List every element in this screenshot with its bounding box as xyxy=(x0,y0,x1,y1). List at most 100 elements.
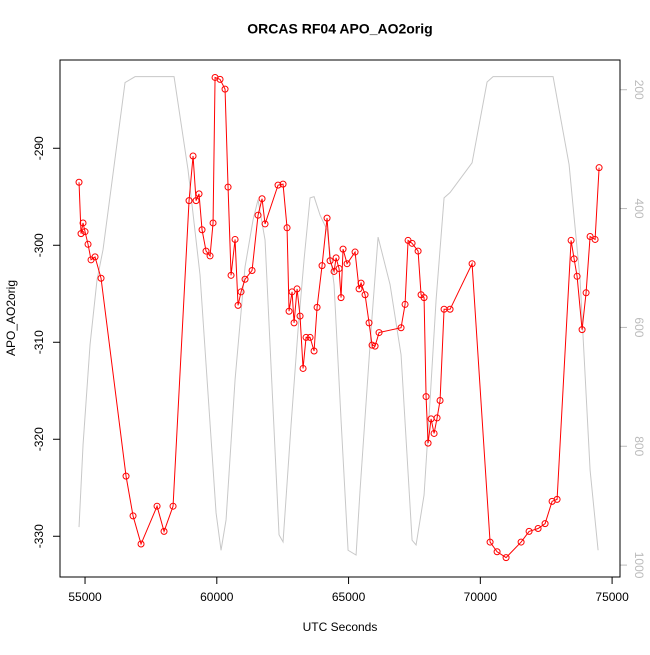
x-tick-label: 60000 xyxy=(200,590,234,604)
point xyxy=(241,275,249,283)
point xyxy=(436,396,444,404)
point xyxy=(486,538,494,546)
point xyxy=(91,253,99,261)
point xyxy=(153,502,161,510)
point xyxy=(160,527,168,535)
plot-frame xyxy=(59,59,621,578)
point xyxy=(302,333,310,341)
point xyxy=(323,214,331,222)
point xyxy=(586,233,594,241)
point xyxy=(310,347,318,355)
point xyxy=(351,248,359,256)
point xyxy=(534,525,542,533)
point xyxy=(290,319,298,327)
y-tick-label: -290 xyxy=(32,136,46,160)
point xyxy=(285,307,293,315)
point xyxy=(578,326,586,334)
point xyxy=(261,220,269,228)
point xyxy=(582,289,590,297)
point xyxy=(237,288,245,296)
point xyxy=(209,219,217,227)
point xyxy=(279,180,287,188)
point xyxy=(371,342,379,350)
y-tick-label: -300 xyxy=(32,233,46,257)
point xyxy=(430,429,438,437)
y2-tick-label: 600 xyxy=(632,317,646,337)
point xyxy=(221,85,229,93)
point xyxy=(368,341,376,349)
point xyxy=(234,301,242,309)
point xyxy=(216,75,224,83)
y-tick-label: -310 xyxy=(32,330,46,354)
y-tick-label: -330 xyxy=(32,524,46,548)
point xyxy=(192,197,200,205)
x-tick-label: 75000 xyxy=(595,590,629,604)
point xyxy=(195,190,203,198)
point xyxy=(137,540,145,548)
y2-tick-label: 200 xyxy=(632,80,646,100)
point xyxy=(433,414,441,422)
point xyxy=(318,262,326,270)
point xyxy=(84,240,92,248)
x-tick-label: 65000 xyxy=(332,590,366,604)
point xyxy=(258,195,266,203)
point xyxy=(335,265,343,273)
point xyxy=(414,247,422,255)
point xyxy=(337,294,345,302)
point xyxy=(541,520,549,528)
point xyxy=(567,236,575,244)
point xyxy=(573,272,581,280)
point xyxy=(77,230,85,238)
point xyxy=(185,197,193,205)
point xyxy=(274,181,282,189)
point xyxy=(468,260,476,268)
point xyxy=(75,178,83,186)
point xyxy=(493,548,501,556)
point xyxy=(248,266,256,274)
point xyxy=(424,439,432,447)
point xyxy=(81,228,89,236)
point xyxy=(313,303,321,311)
point xyxy=(446,305,454,313)
point xyxy=(422,393,430,401)
point xyxy=(339,245,347,253)
point xyxy=(293,285,301,293)
point xyxy=(129,512,137,520)
point xyxy=(198,226,206,234)
line xyxy=(78,76,599,556)
point xyxy=(401,300,409,308)
point xyxy=(202,247,210,255)
y-tick-label: -320 xyxy=(32,427,46,451)
y2-tick-label: 800 xyxy=(632,436,646,456)
point xyxy=(570,255,578,263)
point xyxy=(375,329,383,337)
point xyxy=(296,312,304,320)
point xyxy=(591,235,599,243)
point xyxy=(189,152,197,160)
x-tick-label: 55000 xyxy=(68,590,102,604)
point xyxy=(408,239,416,247)
point xyxy=(397,324,405,332)
point xyxy=(326,257,334,265)
point xyxy=(502,554,510,562)
point xyxy=(361,291,369,299)
point xyxy=(224,183,232,191)
point xyxy=(97,274,105,282)
point xyxy=(79,219,87,227)
point xyxy=(332,254,340,262)
point xyxy=(365,319,373,327)
point xyxy=(299,364,307,372)
point xyxy=(231,235,239,243)
point xyxy=(206,252,214,260)
line xyxy=(78,76,600,559)
point xyxy=(288,288,296,296)
point xyxy=(357,279,365,287)
point xyxy=(227,271,235,279)
point xyxy=(525,527,533,535)
point xyxy=(420,294,428,302)
point xyxy=(254,211,262,219)
point xyxy=(517,538,525,546)
point xyxy=(553,495,561,503)
y2-tick-label: 1000 xyxy=(632,552,646,579)
